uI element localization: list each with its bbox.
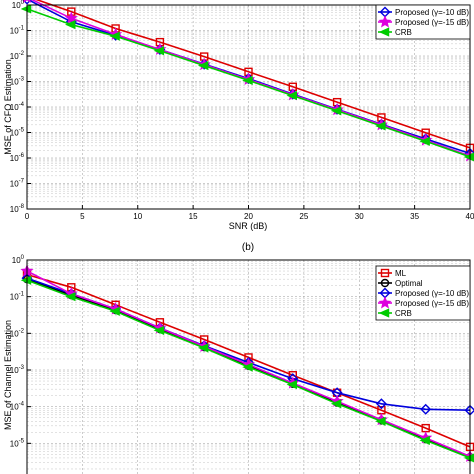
- y-tick-label: 10-1: [10, 26, 25, 36]
- legend-marker: [380, 268, 390, 278]
- legend-entry: ML: [378, 268, 407, 278]
- data-point-crb: [65, 292, 76, 302]
- legend-entry: Proposed (γ=-15 dB): [378, 296, 469, 309]
- panel-b-series: [20, 264, 474, 463]
- data-point-crb: [153, 325, 165, 336]
- legend-entry: CRB: [378, 27, 412, 37]
- x-tick-label: 5: [80, 212, 85, 221]
- legend-label: Optimal: [395, 279, 423, 288]
- legend-marker: [378, 296, 392, 309]
- y-tick-label: 100: [12, 0, 25, 10]
- legend-marker: [378, 27, 390, 37]
- legend-entry: Proposed (γ=-15 dB): [378, 15, 469, 28]
- y-tick-label: 10-4: [10, 402, 25, 412]
- panel-a-grid: [27, 5, 470, 210]
- y-tick-label: 10-5: [10, 128, 25, 138]
- x-tick-label: 0: [25, 212, 30, 221]
- legend-box: [375, 4, 471, 40]
- legend-marker: [378, 15, 392, 28]
- data-point-crb: [330, 399, 342, 409]
- x-tick-label: 20: [244, 212, 253, 221]
- data-point-crb: [242, 362, 253, 372]
- x-tick-label: 15: [189, 212, 198, 221]
- legend-marker: [380, 278, 390, 288]
- y-tick-label: 10-7: [10, 179, 25, 189]
- x-tick-label: 40: [466, 212, 474, 221]
- y-tick-label: 10-8: [10, 204, 25, 214]
- data-point-proposed-15-db: [23, 0, 31, 3]
- legend-label: Proposed (γ=-15 dB): [395, 299, 469, 308]
- y-tick-label: 10-2: [10, 328, 25, 338]
- legend-entry: CRB: [378, 308, 412, 318]
- y-tick-label: 10-4: [10, 102, 25, 112]
- panel-b-grid: [27, 260, 470, 474]
- panel-b-y-axis-label: MSE of Channel Estimation: [3, 320, 13, 430]
- x-tick-label: 30: [355, 212, 364, 221]
- legend-label: ML: [395, 269, 407, 278]
- panel-a-y-axis-label: MSE of CFO Estimation: [3, 59, 13, 155]
- panel-a-x-axis-label: SNR (dB): [229, 221, 268, 231]
- x-tick-label: 25: [299, 212, 308, 221]
- data-point-crb: [197, 343, 209, 353]
- legend-entry: Optimal: [378, 278, 423, 288]
- y-tick-label: 10-6: [10, 153, 25, 163]
- panel-a-legend: Proposed (γ=-10 dB)Proposed (γ=-15 dB)CR…: [375, 4, 471, 40]
- data-point-crb: [375, 416, 386, 426]
- y-tick-label: 10-1: [10, 292, 25, 302]
- legend-label: CRB: [395, 28, 412, 37]
- legend-label: Proposed (γ=-10 dB): [395, 289, 469, 298]
- data-point-crb: [419, 136, 430, 146]
- legend-label: Proposed (γ=-10 dB): [395, 8, 469, 17]
- data-point-proposed-10-db: [375, 398, 387, 410]
- data-point-crb: [330, 106, 342, 116]
- data-point-crb: [242, 75, 253, 86]
- panel-b-label: (b): [242, 242, 254, 253]
- data-point-proposed-10-db: [420, 403, 432, 415]
- data-point-proposed-15-db: [64, 11, 78, 24]
- legend-label: CRB: [395, 309, 412, 318]
- panel-a-cfo-chart: 10-8 10-7 10-6 10-5 10-4 10-3 10-2 10-1 100 0 5 10 1…: [3, 0, 474, 231]
- legend-marker: [378, 308, 390, 318]
- data-point-crb: [286, 380, 297, 390]
- x-tick-label: 35: [410, 212, 419, 221]
- y-tick-label: 10-3: [10, 365, 25, 375]
- legend-label: Proposed (γ=-15 dB): [395, 18, 469, 27]
- data-point-crb: [286, 91, 297, 101]
- series-line-ml: [35, 0, 471, 149]
- y-tick-label: 10-3: [10, 77, 25, 87]
- data-point-proposed-10-db: [22, 0, 32, 5]
- data-point-crb: [375, 121, 386, 131]
- data-point-crb: [109, 306, 120, 316]
- y-tick-label: 100: [12, 255, 25, 265]
- data-point-crb: [65, 20, 76, 30]
- panel-a-axes: 10-8 10-7 10-6 10-5 10-4 10-3 10-2 10-1 100 0 5 10 1…: [10, 0, 474, 221]
- data-point-crb: [153, 46, 165, 56]
- data-point-crb: [109, 31, 120, 41]
- data-point-crb: [197, 61, 209, 71]
- x-tick-label: 10: [133, 212, 142, 221]
- y-tick-label: 10-5: [10, 438, 25, 448]
- y-tick-label: 10-2: [10, 51, 25, 61]
- data-point-crb: [419, 435, 430, 446]
